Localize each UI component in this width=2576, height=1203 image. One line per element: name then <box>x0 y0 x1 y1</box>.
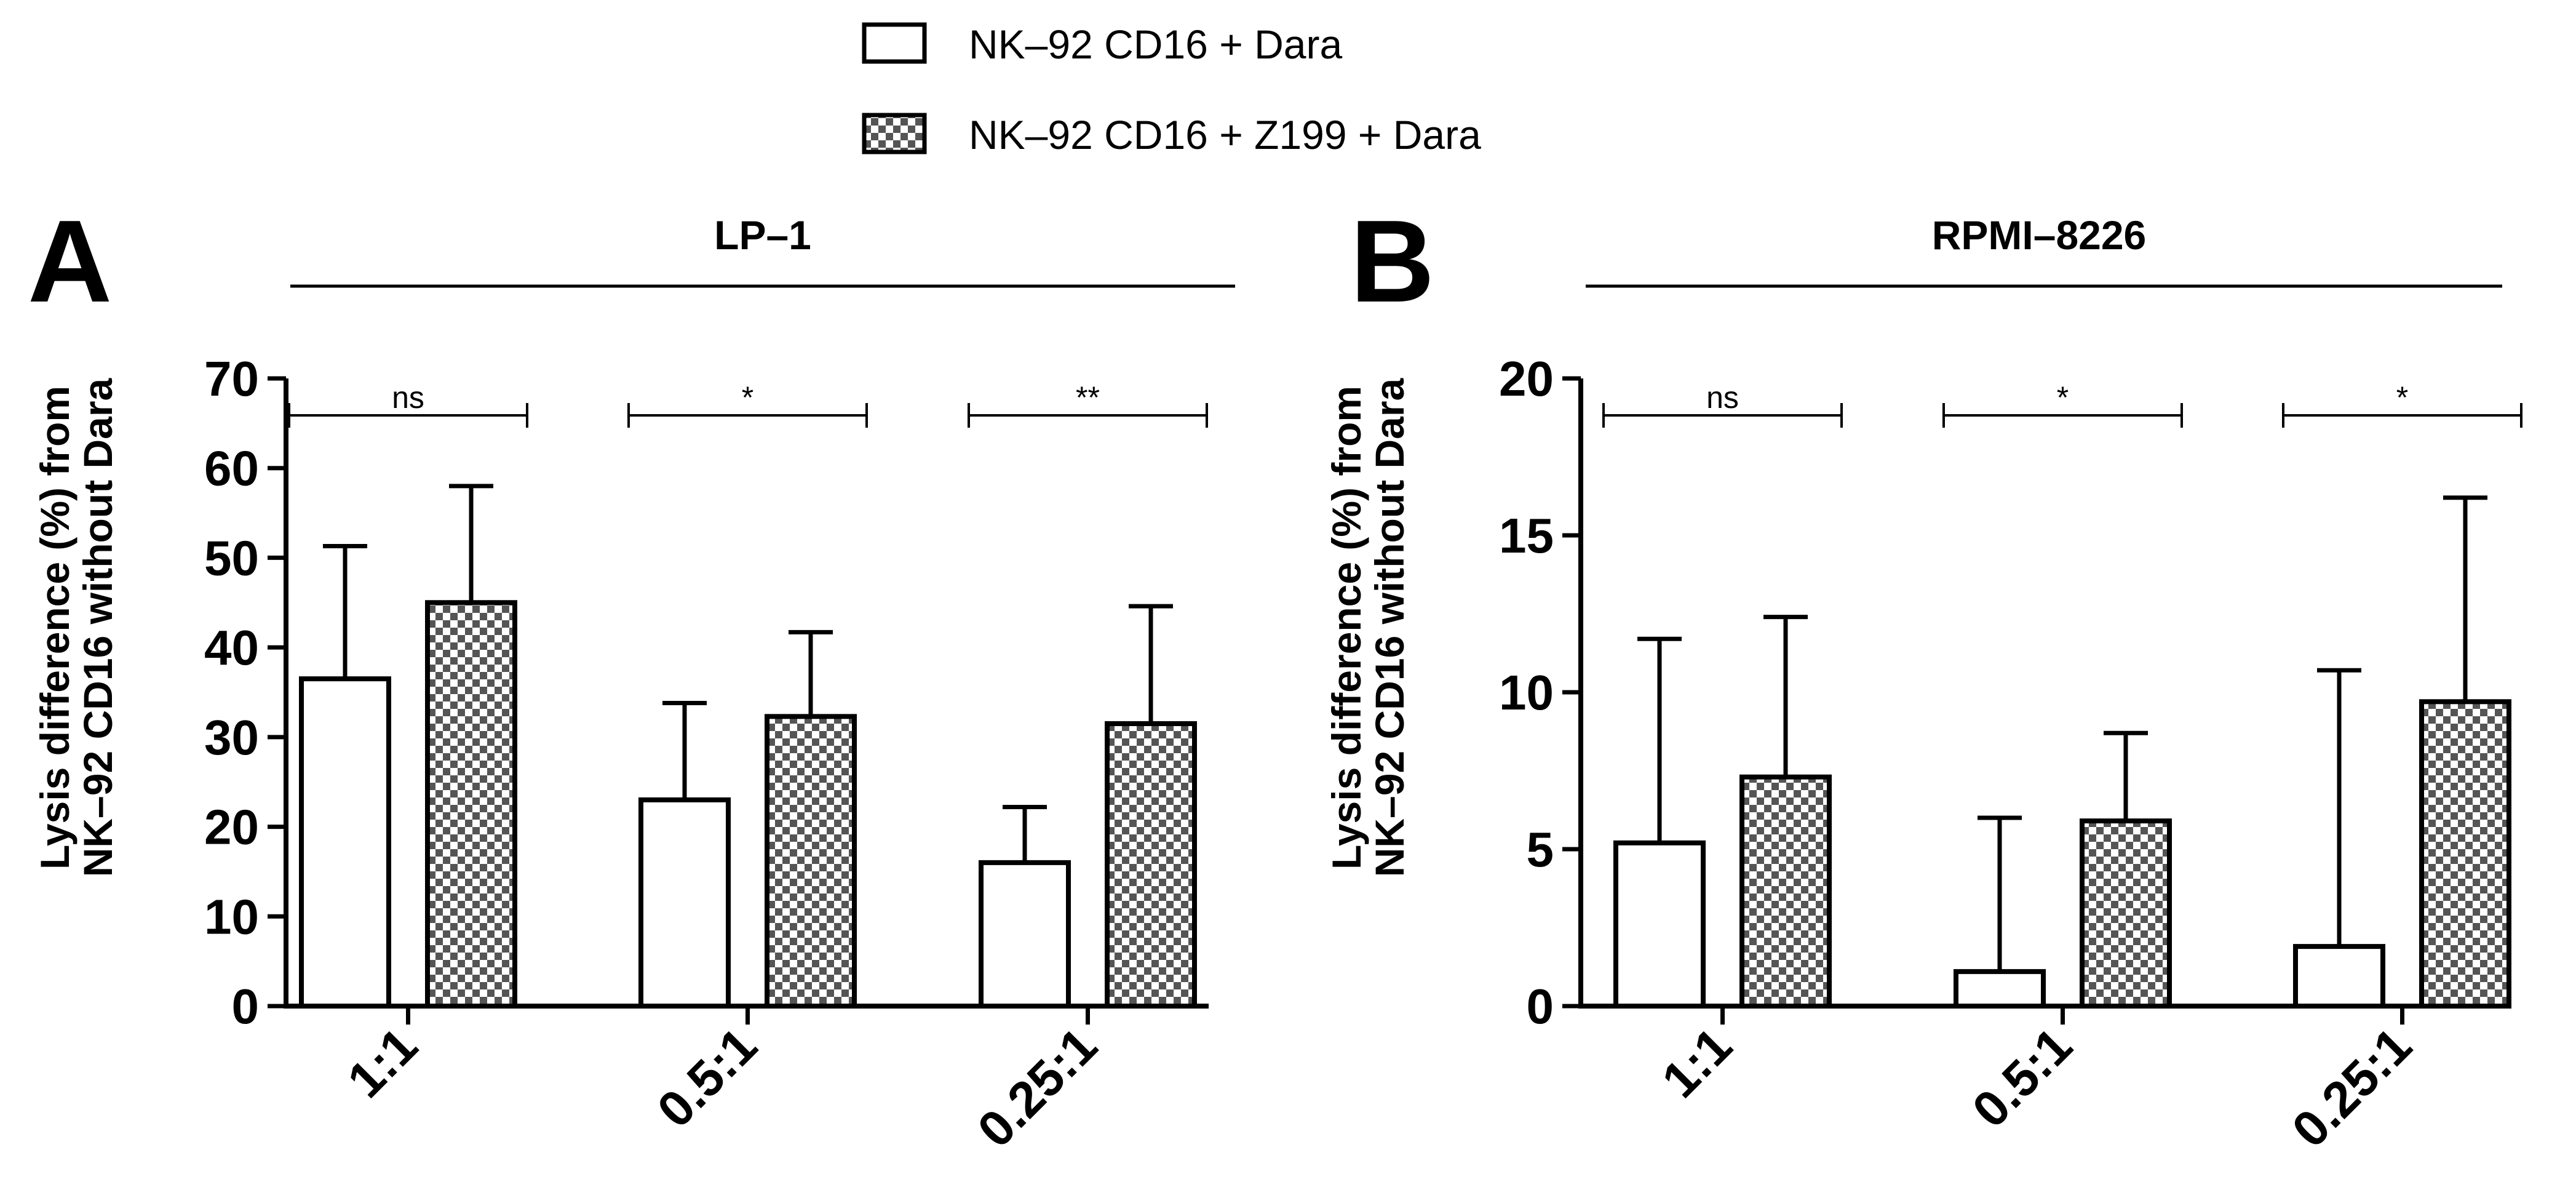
panel-a-sig-label: ns <box>392 380 424 415</box>
legend-swatch-open <box>862 22 927 64</box>
panel-letter-b: B <box>1350 196 1434 327</box>
panel-b: B RPMI–8226 Lysis difference (%) from NK… <box>1324 196 2522 1158</box>
panel-a-y-tick-label: 20 <box>204 800 259 855</box>
panel-a-bar-z199-dara <box>425 600 517 1009</box>
panel-a-bar-z199-dara <box>1105 721 1197 1009</box>
panel-b-title: RPMI–8226 <box>1932 212 2147 258</box>
legend-label-open: NK–92 CD16 + Dara <box>969 22 1342 67</box>
panel-b-bar-dara <box>2293 944 2385 1009</box>
panel-a-bar-z199-dara <box>765 714 857 1009</box>
panel-b-category-label: 0.5:1 <box>1962 1017 2083 1138</box>
panel-a-y-tick-label: 40 <box>204 620 259 675</box>
panel-a-y-tick-label: 30 <box>204 710 259 765</box>
panel-a-category-label: 0.25:1 <box>967 1017 1108 1158</box>
legend-swatch-checker <box>862 113 927 154</box>
panel-a-ylabel-line1: Lysis difference (%) from <box>32 386 78 869</box>
legend: NK–92 CD16 + Dara NK–92 CD16 + Z199 + Da… <box>862 22 1481 158</box>
panel-b-ylabel-line1: Lysis difference (%) from <box>1324 386 1369 869</box>
panel-b-plot: 0 5 10 15 20 ns 1:1 * 0.5:1 * 0.25:1 <box>1499 351 2522 1158</box>
legend-label-checker: NK–92 CD16 + Z199 + Dara <box>969 112 1481 158</box>
panel-b-sig-label: * <box>2057 380 2069 415</box>
panel-a-sig-label: ** <box>1076 380 1100 415</box>
panel-a-category-label: 0.5:1 <box>647 1017 768 1138</box>
panel-a-bar-dara <box>299 676 391 1009</box>
panel-b-bar-z199-dara <box>1739 774 1832 1009</box>
panel-a-sig-label: * <box>742 380 753 415</box>
panel-b-bar-dara <box>1613 840 1706 1009</box>
panel-a-y-tick-label: 70 <box>204 351 259 406</box>
panel-b-bar-dara <box>1954 969 2046 1009</box>
panel-b-category-label: 1:1 <box>1652 1017 1743 1108</box>
panel-letter-a: A <box>28 196 112 327</box>
panel-b-y-tick-label: 5 <box>1527 822 1554 877</box>
panel-b-y-tick-label: 20 <box>1499 351 1554 406</box>
panel-a-y-tick-label: 0 <box>232 979 260 1034</box>
panel-a-category-label: 1:1 <box>337 1017 428 1108</box>
panel-b-y-tick-label: 10 <box>1499 665 1554 720</box>
panel-b-ylabel-line2: NK–92 CD16 without Dara <box>1367 377 1412 877</box>
panel-a-y-tick-label: 50 <box>204 530 259 585</box>
panel-a-bar-dara <box>638 797 731 1009</box>
panel-b-category-label: 0.25:1 <box>2281 1017 2422 1158</box>
panel-b-bar-z199-dara <box>2419 699 2511 1009</box>
panel-b-sig-label: * <box>2396 380 2408 415</box>
panel-a-plot: 0 10 20 30 40 50 60 70 ns 1:1 * 0.5:1 ** 0.25:1 <box>204 351 1209 1158</box>
panel-a-title: LP–1 <box>714 212 811 258</box>
panel-b-y-tick-label: 0 <box>1527 979 1554 1034</box>
panel-b-bar-z199-dara <box>2080 818 2172 1009</box>
panel-a-bar-dara <box>979 860 1071 1009</box>
panel-a: A LP–1 Lysis difference (%) from NK–92 C… <box>28 196 1235 1158</box>
panel-a-y-tick-label: 10 <box>204 889 259 944</box>
panel-b-sig-label: ns <box>1706 380 1739 415</box>
panel-b-y-tick-label: 15 <box>1499 508 1554 563</box>
panel-a-ylabel-line2: NK–92 CD16 without Dara <box>75 377 121 877</box>
panel-a-y-tick-label: 60 <box>204 441 259 496</box>
